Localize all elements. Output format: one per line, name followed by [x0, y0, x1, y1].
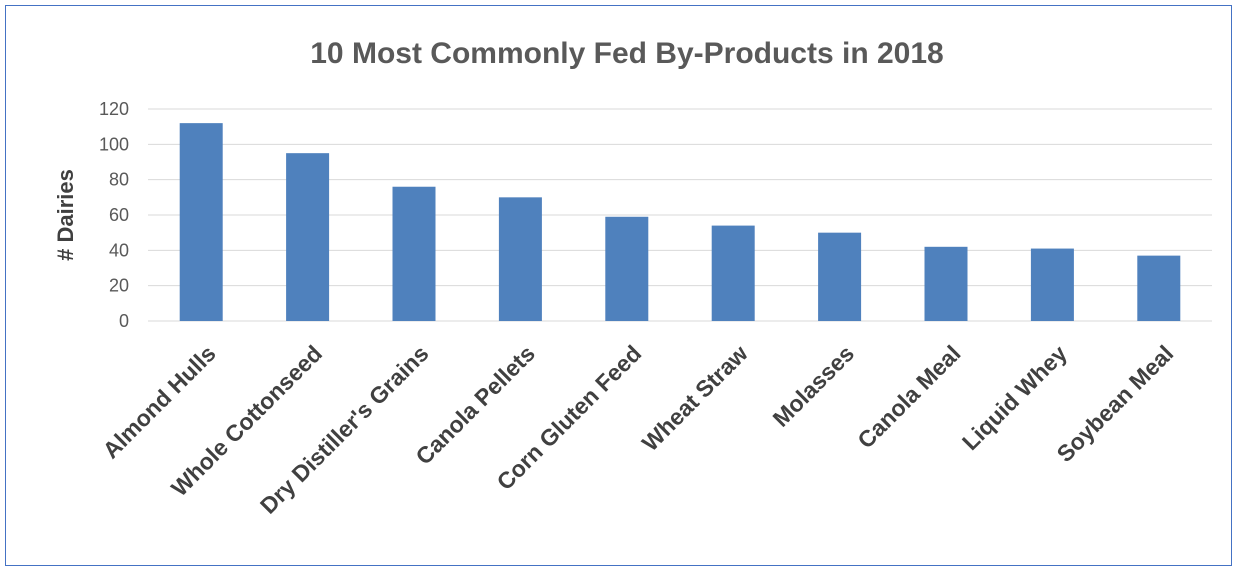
x-tick-label: Liquid Whey	[957, 340, 1072, 455]
bar-almond-hulls	[179, 123, 223, 321]
bar-whole-cottonseed	[286, 153, 330, 321]
y-axis-label: # Dairies	[53, 169, 78, 261]
x-tick-label: Canola Meal	[852, 340, 965, 453]
chart-title: 10 Most Commonly Fed By-Products in 2018	[310, 37, 943, 70]
y-tick-label: 120	[99, 99, 129, 119]
bar-molasses	[818, 232, 862, 321]
bar-wheat-straw	[711, 225, 755, 321]
bar-canola-pellets	[498, 197, 542, 321]
bar-canola-meal	[924, 246, 968, 321]
y-tick-label: 100	[99, 134, 129, 154]
bar-corn-gluten-feed	[605, 216, 649, 321]
x-tick-label: Wheat Straw	[637, 340, 753, 456]
bar-liquid-whey	[1030, 248, 1074, 321]
bar-soybean-meal	[1137, 255, 1181, 321]
y-axis-ticks: 0 20 40 60 80 100 120	[99, 99, 129, 331]
y-tick-label: 20	[109, 276, 129, 296]
x-tick-label: Almond Hulls	[98, 340, 221, 463]
y-tick-label: 40	[109, 240, 129, 260]
y-tick-label: 80	[109, 170, 129, 190]
y-tick-label: 0	[119, 311, 129, 331]
bars	[179, 123, 1181, 321]
x-tick-label: Molasses	[768, 340, 860, 432]
bar-dry-distiller-s-grains	[392, 186, 436, 321]
y-tick-label: 60	[109, 205, 129, 225]
